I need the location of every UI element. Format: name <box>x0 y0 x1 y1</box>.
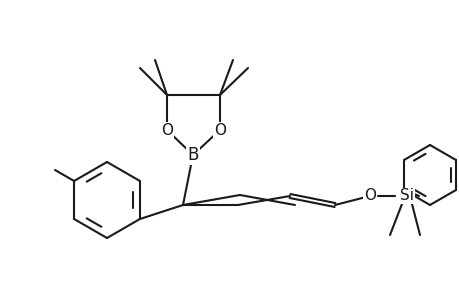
Text: O: O <box>161 122 173 137</box>
Text: Si: Si <box>399 188 413 203</box>
Text: O: O <box>213 122 225 137</box>
Text: O: O <box>363 188 375 203</box>
Text: B: B <box>187 146 198 164</box>
